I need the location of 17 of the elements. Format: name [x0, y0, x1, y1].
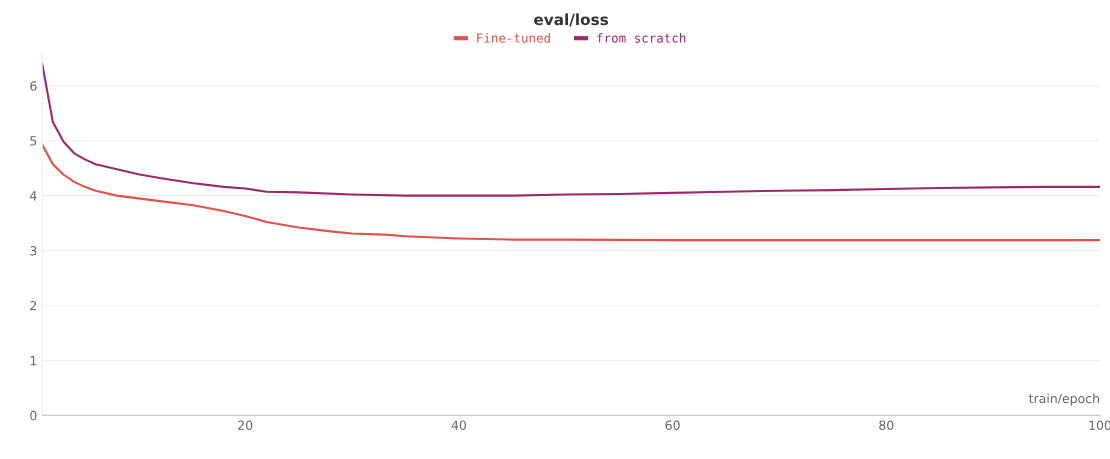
y-tick-label: 3 [30, 246, 37, 256]
y-tick-label: 1 [30, 356, 37, 366]
line-series [42, 62, 1101, 197]
legend-label: from scratch [597, 33, 686, 43]
x-tick-label: 40 [451, 420, 467, 430]
y-tick-label: 6 [30, 81, 37, 91]
line-series [42, 143, 1101, 242]
x-tick-label: 20 [238, 420, 253, 430]
x-tick-label: 60 [665, 420, 680, 430]
y-tick-label: 2 [30, 300, 37, 311]
x-axis-title: train/epoch [1028, 393, 1099, 406]
y-tick-label: 4 [29, 191, 37, 201]
legend-label: Fine-tuned [477, 33, 550, 43]
x-tick-label: 80 [879, 420, 894, 430]
chart-title: eval/loss [534, 13, 609, 27]
y-tick-label: 0 [30, 410, 37, 421]
y-tick-label: 5 [30, 136, 37, 146]
